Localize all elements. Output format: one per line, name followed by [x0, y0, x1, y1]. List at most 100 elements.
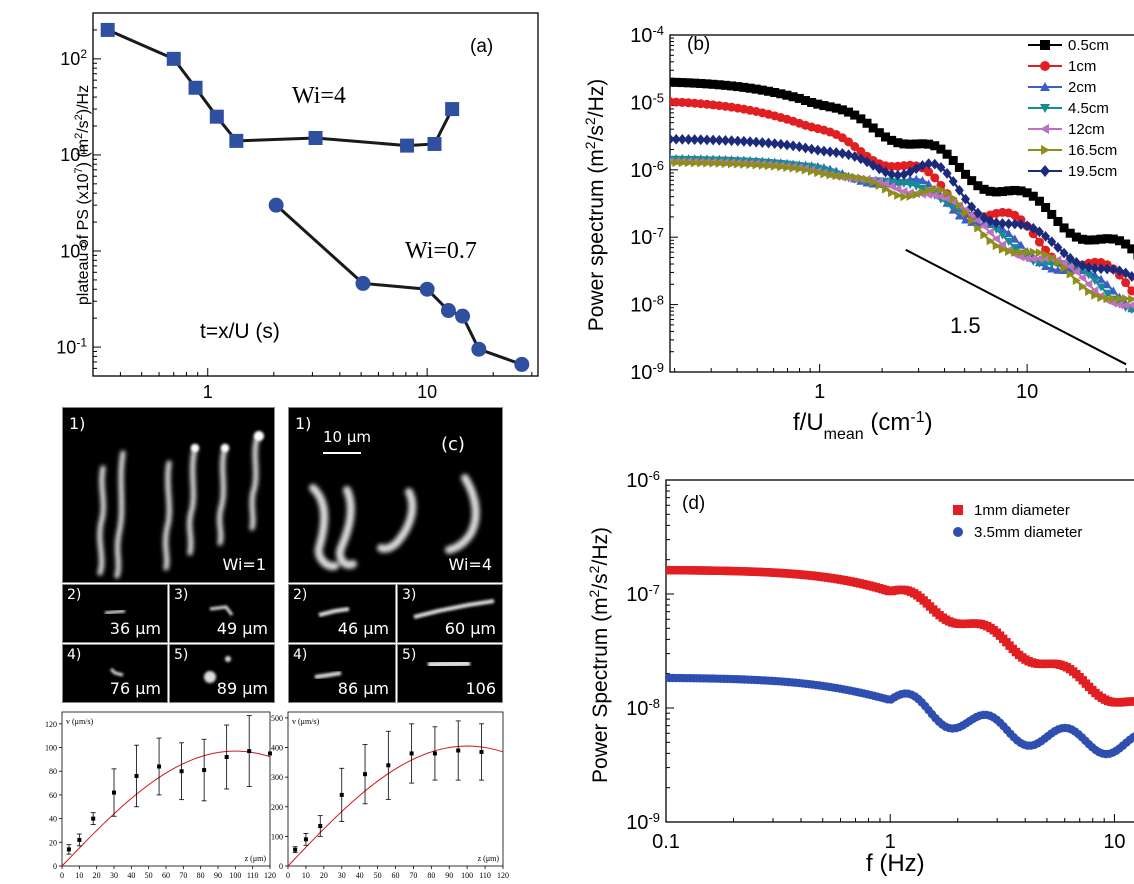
- micrograph-small: 4) 86 μm: [288, 644, 396, 703]
- data-point: [832, 171, 841, 181]
- data-point: [924, 158, 934, 170]
- data-point: [961, 193, 971, 205]
- data-point: [1022, 188, 1032, 198]
- data-point: [1053, 265, 1063, 274]
- x-tick-label: 50: [374, 871, 382, 880]
- x-tick-label: 20: [93, 871, 101, 880]
- data-point: [831, 147, 841, 158]
- data-point: [776, 89, 786, 99]
- data-point: [708, 79, 718, 89]
- x-tick-label: 1: [885, 831, 896, 853]
- data-point: [789, 163, 798, 173]
- data-point: [514, 356, 530, 372]
- data-point: [887, 178, 897, 187]
- data-point: [1103, 294, 1112, 304]
- data-point: [1023, 247, 1032, 257]
- y-tick-label: 10-8: [630, 292, 664, 317]
- legend-label: 2cm: [1068, 79, 1096, 96]
- stretched-polymers-image: [97, 431, 264, 579]
- data-point: [967, 210, 976, 220]
- micrograph-index: 2): [67, 587, 82, 603]
- data-point: [770, 138, 780, 150]
- wi07-annotation: Wi=0.7: [405, 238, 477, 264]
- data-point: [1071, 267, 1080, 277]
- data-point: [1108, 264, 1118, 275]
- data-point: [740, 159, 749, 169]
- micrograph-index: 3): [174, 587, 189, 603]
- data-point: [1005, 246, 1014, 256]
- legend-label: 16.5cm: [1068, 142, 1117, 159]
- y-tick-label: 100: [60, 239, 87, 261]
- data-point: [893, 169, 903, 181]
- plot-frame: [61, 711, 271, 867]
- data-point: [409, 751, 414, 756]
- data-point: [66, 847, 71, 852]
- data-point: [1034, 237, 1044, 247]
- data-point: [1127, 271, 1134, 282]
- data-point: [690, 134, 700, 145]
- data-point: [1010, 185, 1020, 195]
- data-point: [1084, 279, 1093, 289]
- data-point: [955, 200, 964, 210]
- data-point: [764, 86, 774, 96]
- micrograph-wi4-main: 1) 10 μm (c) Wi=4: [288, 407, 503, 583]
- data-point: [819, 145, 829, 157]
- data-point: [954, 162, 964, 172]
- plot-frame: [287, 711, 504, 867]
- y-axis-label: v (μm/s): [66, 717, 94, 726]
- data-point: [400, 138, 415, 153]
- data-point: [973, 207, 983, 219]
- x-tick-label: 100: [461, 871, 473, 880]
- data-point: [440, 303, 456, 319]
- data-point: [363, 772, 368, 777]
- data-point: [670, 160, 675, 166]
- panel-a-ylabel: plateau of PS (x107) (m2/s2)/Hz: [73, 85, 92, 305]
- data-point: [1029, 247, 1038, 257]
- data-point: [948, 175, 958, 187]
- x-tick-label: 60: [162, 871, 170, 880]
- data-point: [788, 92, 798, 102]
- data-point: [844, 107, 854, 117]
- legend-marker: [1040, 61, 1050, 71]
- data-point: [991, 217, 1001, 229]
- data-point: [948, 155, 958, 165]
- data-point: [1016, 186, 1026, 196]
- data-point: [1084, 235, 1094, 245]
- data-point: [814, 168, 823, 178]
- data-point: [868, 123, 878, 133]
- data-point: [703, 158, 712, 168]
- data-point: [813, 144, 823, 156]
- data-point: [991, 187, 1001, 197]
- data-point: [672, 158, 681, 168]
- data-point: [967, 176, 977, 186]
- x-tick-label: 120: [497, 871, 509, 880]
- data-point: [979, 221, 988, 231]
- micrograph-index: 5): [174, 647, 189, 663]
- data-point: [1010, 218, 1020, 230]
- data-point: [308, 131, 323, 146]
- legend-label: 19.5cm: [1068, 163, 1117, 180]
- data-point: [819, 101, 829, 111]
- data-point: [1034, 196, 1044, 206]
- data-point: [1114, 265, 1124, 277]
- x-tick-label: 40: [127, 871, 135, 880]
- data-point: [850, 142, 860, 152]
- data-point: [1016, 219, 1026, 230]
- y-tick-label: 400: [271, 744, 283, 753]
- data-point: [985, 227, 994, 237]
- data-point: [1054, 257, 1063, 267]
- data-point: [100, 22, 115, 37]
- data-point: [757, 137, 767, 148]
- micrograph-length: 49 μm: [216, 619, 268, 638]
- data-point: [900, 192, 909, 202]
- legend-label: 1cm: [1068, 58, 1096, 75]
- data-point: [924, 167, 934, 177]
- data-point: [1041, 230, 1051, 242]
- data-point: [1047, 236, 1057, 248]
- data-point: [1109, 294, 1118, 304]
- data-point: [479, 749, 484, 754]
- data-point: [825, 102, 835, 112]
- data-point: [936, 191, 945, 201]
- data-point: [807, 143, 817, 155]
